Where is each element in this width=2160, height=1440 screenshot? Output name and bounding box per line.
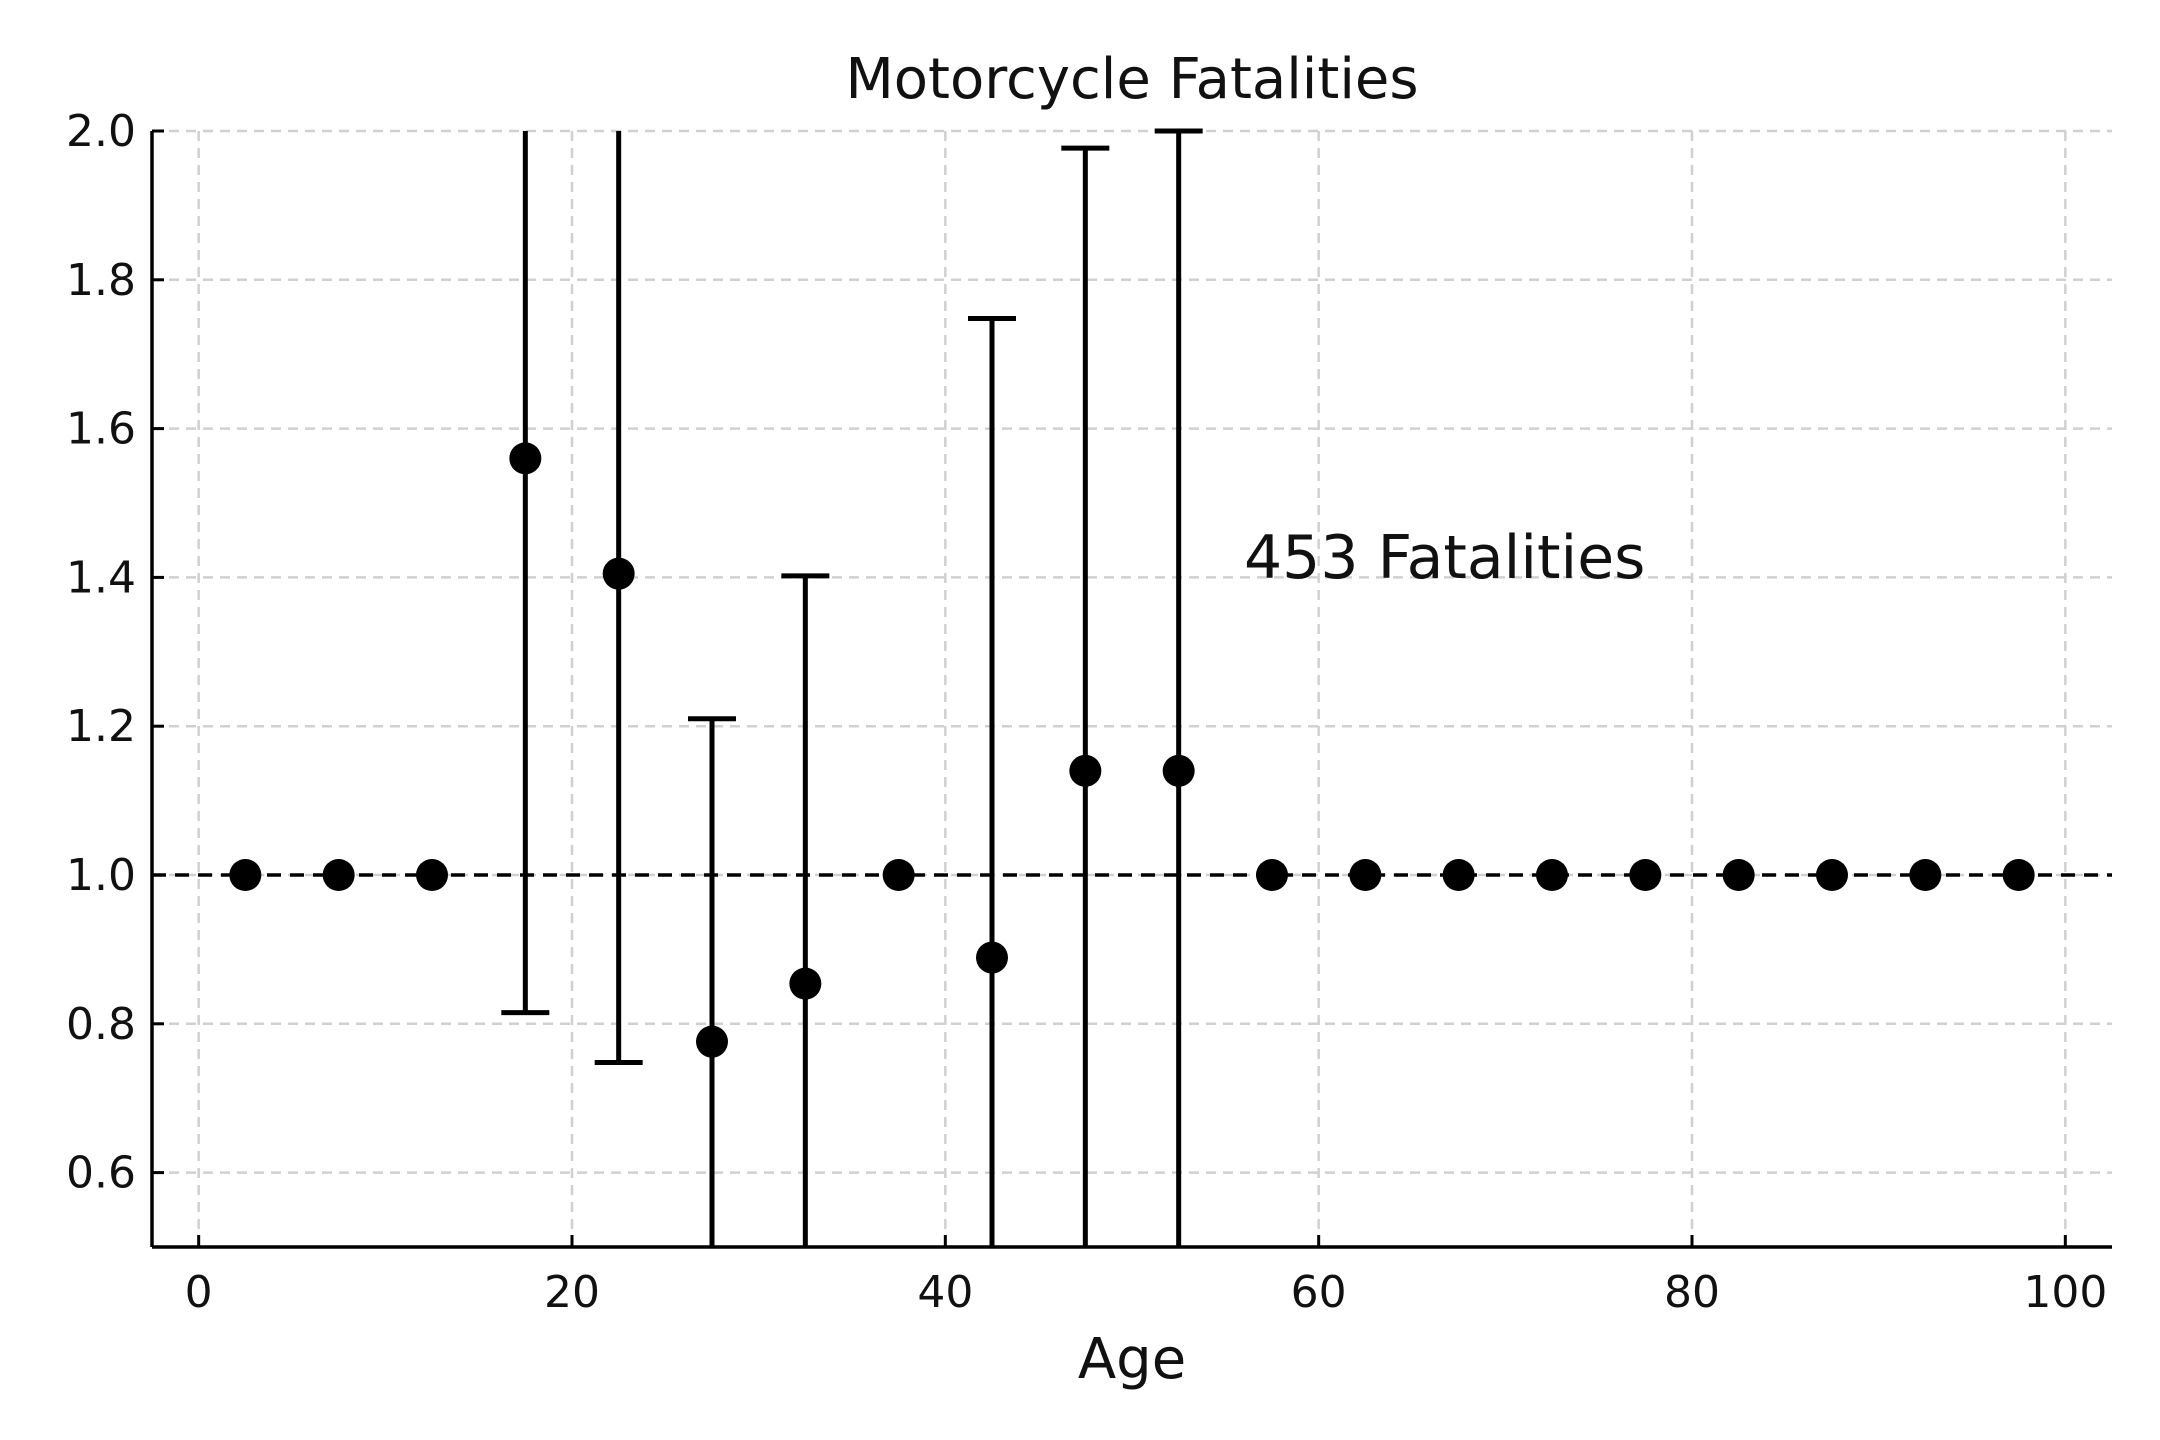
data-point bbox=[1162, 754, 1195, 787]
data-point bbox=[416, 859, 448, 891]
grid bbox=[152, 129, 2112, 1247]
data-point bbox=[509, 442, 542, 475]
data-point bbox=[1816, 859, 1848, 891]
data-point bbox=[1722, 859, 1755, 891]
x-tick-label: 20 bbox=[544, 1267, 600, 1318]
y-tick-labels: 0.6 0.8 1.0 1.2 1.4 1.6 1.8 2.0 bbox=[66, 106, 136, 1199]
data-points bbox=[229, 442, 2035, 1058]
data-point bbox=[1442, 859, 1475, 891]
data-point bbox=[1256, 859, 1288, 891]
annotation-text: 453 Fatalities bbox=[1244, 523, 1645, 593]
data-point bbox=[696, 1025, 728, 1058]
x-tick-label: 40 bbox=[917, 1267, 973, 1318]
data-point bbox=[976, 941, 1008, 974]
data-point bbox=[602, 557, 635, 590]
y-tick-label: 1.4 bbox=[66, 552, 136, 603]
axes bbox=[150, 129, 2112, 1249]
data-point bbox=[1629, 859, 1662, 891]
x-tick-label: 60 bbox=[1291, 1267, 1347, 1318]
data-point bbox=[1909, 859, 1942, 891]
data-point bbox=[882, 859, 915, 891]
y-tick-label: 0.8 bbox=[66, 999, 136, 1050]
y-tick-label: 1.8 bbox=[66, 255, 136, 306]
x-tick-label: 100 bbox=[2023, 1267, 2107, 1318]
y-tick-label: 1.6 bbox=[66, 404, 136, 455]
y-tick-label: 1.0 bbox=[66, 850, 136, 901]
x-tick-labels: 0 20 40 60 80 100 bbox=[185, 1267, 2108, 1318]
data-point bbox=[2002, 859, 2035, 891]
data-point bbox=[1536, 859, 1568, 891]
x-tick-label: 0 bbox=[185, 1267, 213, 1318]
data-point bbox=[229, 859, 262, 891]
data-point bbox=[1349, 859, 1382, 891]
x-tick-label: 80 bbox=[1664, 1267, 1720, 1318]
chart-title: Motorcycle Fatalities bbox=[845, 47, 1418, 112]
data-point bbox=[1069, 754, 1102, 787]
x-axis-label: Age bbox=[1078, 1327, 1186, 1392]
y-tick-label: 1.2 bbox=[66, 701, 136, 752]
y-tick-label: 0.6 bbox=[66, 1148, 136, 1199]
y-tick-label: 2.0 bbox=[66, 106, 136, 157]
data-point bbox=[322, 859, 355, 891]
data-point bbox=[789, 967, 822, 1000]
error-bars bbox=[501, 128, 1203, 1247]
